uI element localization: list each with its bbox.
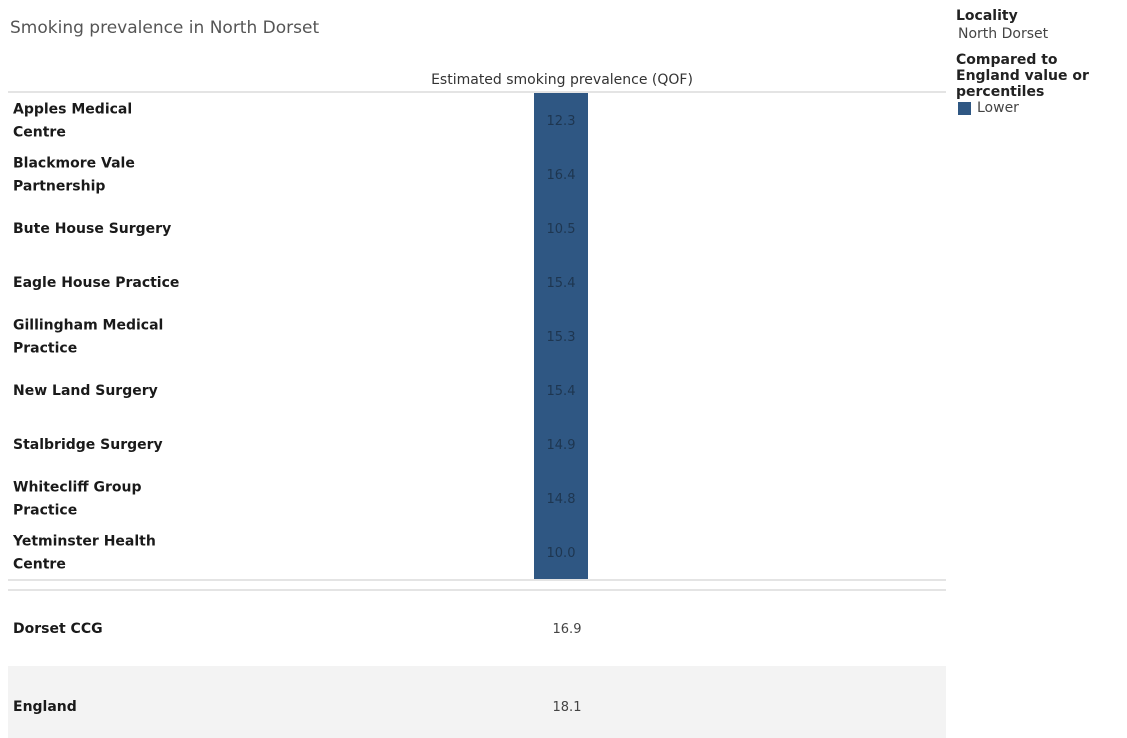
row-label: Blackmore Vale Partnership	[13, 156, 135, 195]
legend: Locality North Dorset Compared to Englan…	[956, 8, 1126, 116]
bar-value-label: 10.5	[547, 222, 576, 237]
summary-row-label: England	[13, 699, 77, 715]
bar-value-label: 14.9	[547, 438, 576, 453]
legend-comparison-heading: Compared to England value or percentiles	[956, 52, 1089, 100]
bar-value-label: 15.4	[547, 276, 576, 291]
comparison-band	[534, 93, 588, 579]
row-label: Apples Medical Centre	[13, 102, 132, 141]
bar-value-label: 16.4	[547, 168, 576, 183]
bar-value-label: 10.0	[547, 546, 576, 561]
row-label: Eagle House Practice	[13, 275, 179, 291]
summary-value: 16.9	[553, 622, 582, 637]
summary-row-band	[8, 666, 946, 738]
bar-value-label: 15.3	[547, 330, 576, 345]
legend-item-lower: Lower	[958, 100, 1126, 116]
legend-item-label: Lower	[977, 100, 1019, 116]
chart-title: Smoking prevalence in North Dorset	[10, 18, 320, 38]
row-label: Stalbridge Surgery	[13, 437, 163, 453]
legend-swatch	[958, 101, 971, 115]
bar-value-label: 15.4	[547, 384, 576, 399]
legend-locality-heading: Locality	[956, 8, 1018, 24]
row-label: Gillingham Medical Practice	[13, 318, 163, 357]
row-label: Yetminster Health Centre	[12, 534, 156, 573]
summary-value: 18.1	[553, 700, 582, 715]
row-label: Whitecliff Group Practice	[13, 480, 142, 519]
column-header: Estimated smoking prevalence (QOF)	[431, 72, 693, 88]
legend-locality-value: North Dorset	[958, 26, 1049, 42]
summary-row-label: Dorset CCG	[13, 621, 103, 637]
bar-value-label: 12.3	[547, 114, 576, 129]
row-label: Bute House Surgery	[13, 221, 171, 237]
row-label: New Land Surgery	[13, 383, 158, 399]
bar-value-label: 14.8	[547, 492, 576, 507]
